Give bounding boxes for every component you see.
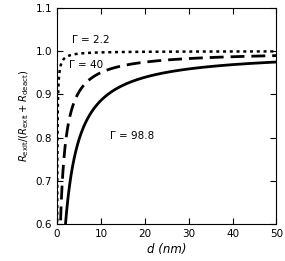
Text: Γ = 2.2: Γ = 2.2: [72, 35, 110, 45]
Y-axis label: $R_\mathrm{exit}/(R_\mathrm{exit} + R_\mathrm{deact})$: $R_\mathrm{exit}/(R_\mathrm{exit} + R_\m…: [18, 70, 31, 162]
X-axis label: d (nm): d (nm): [147, 244, 186, 257]
Text: Γ = 98.8: Γ = 98.8: [110, 131, 154, 141]
Text: Γ = 40: Γ = 40: [69, 60, 103, 70]
